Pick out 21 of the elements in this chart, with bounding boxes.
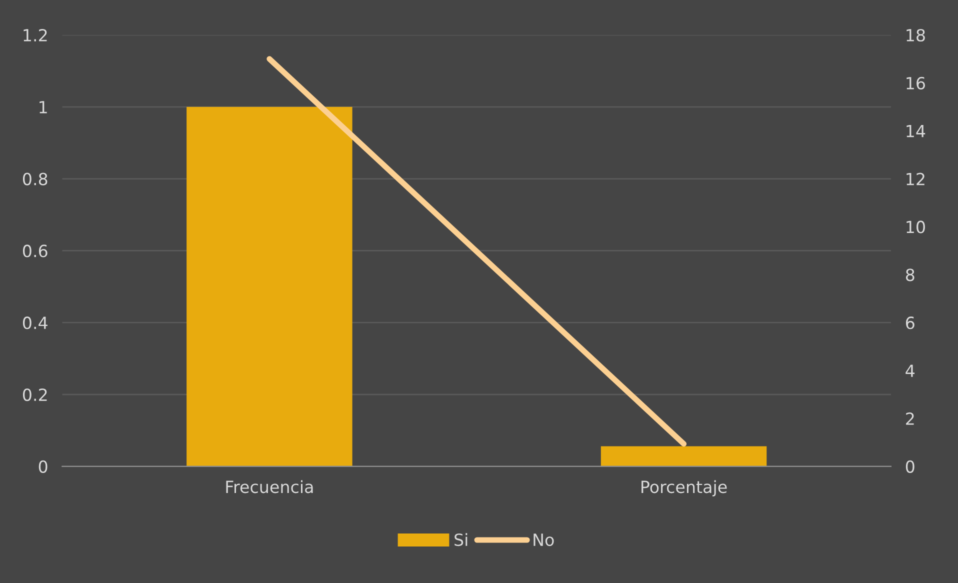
legend-label: No — [534, 534, 554, 546]
y2-tick-label: 4 — [906, 364, 914, 377]
y2-tick-label: 18 — [906, 28, 925, 42]
y-tick-label: 1.2 — [24, 28, 47, 42]
y2-tick-label: 6 — [906, 316, 914, 330]
y-tick-label: 0.6 — [22, 244, 48, 258]
y-tick-label: 0.4 — [22, 316, 48, 330]
y2-tick-label: 8 — [906, 268, 914, 282]
y2-tick-label: 16 — [906, 76, 925, 90]
x-tick-label: Frecuencia — [226, 480, 313, 494]
x-tick-label: Porcentaje — [642, 480, 727, 496]
y-tick-label: 0.2 — [22, 388, 47, 402]
y2-tick-label: 10 — [906, 220, 925, 234]
y-tick-label: 0 — [38, 460, 48, 473]
y-tick-label: 1 — [40, 101, 47, 114]
y2-tick-label: 14 — [906, 125, 926, 138]
y2-tick-label: 0 — [906, 460, 914, 473]
y2-tick-label: 12 — [906, 172, 924, 186]
y2-tick-label: 2 — [906, 412, 914, 425]
y-tick-label: 0.8 — [22, 172, 48, 186]
legend-label: Si — [454, 533, 468, 546]
